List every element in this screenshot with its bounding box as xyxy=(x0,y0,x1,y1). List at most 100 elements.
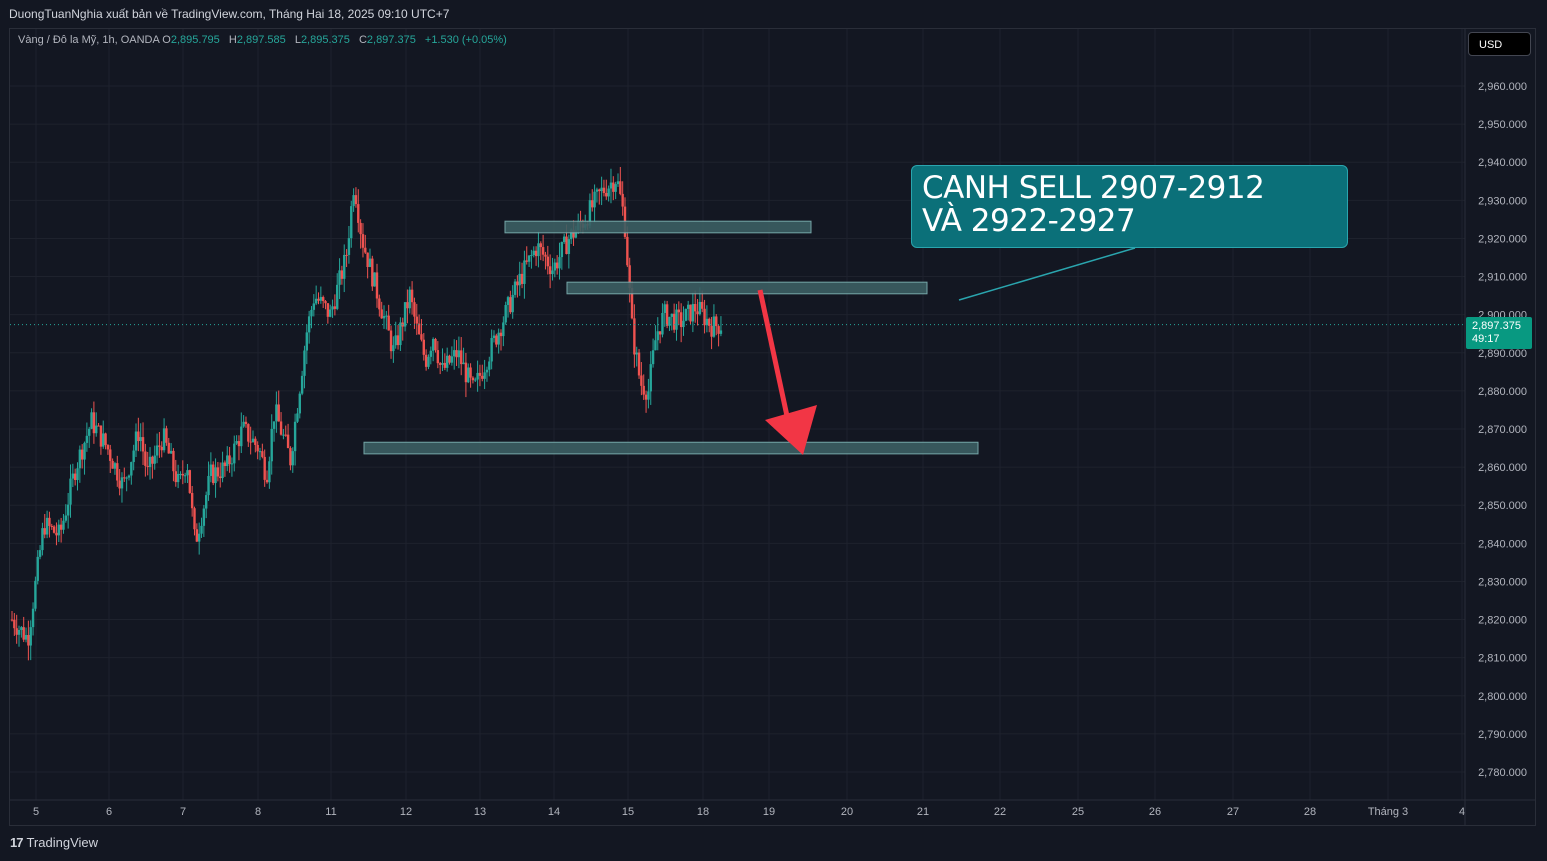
candle-body xyxy=(443,362,447,368)
candle-body xyxy=(340,270,344,279)
candle-body xyxy=(504,304,507,323)
y-tick-label: 2,910.000 xyxy=(1478,272,1527,284)
publisher-bar: DuongTuanNghia xuất bản về TradingView.c… xyxy=(0,0,1547,28)
y-tick-label: 2,810.000 xyxy=(1478,653,1527,665)
candle-body xyxy=(649,364,652,392)
y-tick-label: 2,800.000 xyxy=(1478,691,1527,703)
candle-body xyxy=(560,242,564,258)
candle-body xyxy=(628,265,631,288)
x-tick-label: 5 xyxy=(33,806,39,818)
change-value: +1.530 (+0.05%) xyxy=(424,34,507,46)
y-tick-label: 2,820.000 xyxy=(1478,615,1527,627)
candle-body xyxy=(431,338,435,351)
candle-body xyxy=(347,238,351,255)
currency-button[interactable]: USD xyxy=(1468,32,1531,56)
candle-body xyxy=(326,303,330,317)
x-tick-label: 18 xyxy=(697,806,709,818)
candle-body xyxy=(73,473,77,481)
y-tick-label: 2,870.000 xyxy=(1478,424,1527,436)
candle-body xyxy=(289,448,292,466)
candle-body xyxy=(567,239,571,255)
sell-callout[interactable]: CANH SELL 2907-2912 VÀ 2922-2927 xyxy=(911,165,1348,248)
candle-body xyxy=(62,520,65,530)
candle-body xyxy=(403,302,407,327)
candle-body xyxy=(499,332,503,337)
x-tick-label: 19 xyxy=(763,806,775,818)
candle-body xyxy=(92,412,96,434)
tradingview-brand[interactable]: ⁠17 TradingView xyxy=(10,835,98,850)
candle-body xyxy=(111,460,114,469)
candle-body xyxy=(50,525,53,527)
candle-body xyxy=(537,243,540,257)
candle-body xyxy=(710,325,713,337)
candle-body xyxy=(441,362,444,365)
x-tick-label: 11 xyxy=(325,806,336,818)
candle-body xyxy=(284,434,287,436)
candle-body xyxy=(333,306,337,309)
candle-body xyxy=(502,322,505,337)
candle-body xyxy=(389,330,393,352)
candle-body xyxy=(705,318,709,326)
y-tick-label: 2,960.000 xyxy=(1478,81,1527,93)
publisher-text: DuongTuanNghia xuất bản về TradingView.c… xyxy=(9,7,450,21)
candle-body xyxy=(406,302,409,309)
candle-body xyxy=(352,195,355,207)
candle-body xyxy=(366,252,369,267)
candle-body xyxy=(183,475,187,477)
candle-body xyxy=(530,255,533,257)
candle-body xyxy=(427,356,430,367)
candle-body xyxy=(509,297,512,313)
candle-body xyxy=(474,379,477,381)
candle-body xyxy=(434,338,437,351)
candle-body xyxy=(562,236,566,243)
candle-body xyxy=(296,413,299,422)
candle-body xyxy=(38,550,42,557)
x-tick-label: Tháng 3 xyxy=(1368,806,1408,818)
candle-body xyxy=(359,222,362,235)
candle-body xyxy=(481,375,484,379)
candle-body xyxy=(319,297,323,301)
candle-body xyxy=(219,476,222,479)
candle-body xyxy=(420,334,423,340)
brand-label: TradingView xyxy=(26,835,99,850)
candle-body xyxy=(438,363,442,365)
candle-body xyxy=(354,195,358,205)
candle-body xyxy=(80,449,84,460)
y-tick-label: 2,930.000 xyxy=(1478,195,1527,207)
candle-body xyxy=(97,425,100,427)
price-zone xyxy=(566,281,928,295)
candle-body xyxy=(118,480,121,489)
candle-body xyxy=(651,350,655,365)
candle-body xyxy=(230,463,234,465)
candle-body xyxy=(66,504,70,516)
candle-body xyxy=(602,187,606,194)
candle-body xyxy=(422,339,425,355)
candle-body xyxy=(270,428,273,462)
candle-body xyxy=(410,289,414,303)
candle-body xyxy=(436,350,440,364)
candle-body xyxy=(310,309,313,317)
close-value: 2,897.375 xyxy=(366,34,416,46)
candle-body xyxy=(36,556,39,581)
candle-body xyxy=(71,473,75,479)
callout-pointer xyxy=(958,247,1136,301)
candle-body xyxy=(78,449,82,469)
x-tick-label: 4 xyxy=(1459,806,1465,818)
candle-body xyxy=(22,627,25,640)
candle-body xyxy=(76,468,79,481)
candle-body xyxy=(48,517,51,526)
candle-body xyxy=(544,254,547,257)
candle-body xyxy=(612,182,615,192)
candle-body xyxy=(312,303,316,310)
candle-body xyxy=(172,450,175,472)
candle-body xyxy=(471,377,475,381)
candle-body xyxy=(413,302,416,317)
candle-body xyxy=(609,182,613,189)
candle-body xyxy=(160,446,163,451)
candle-body xyxy=(361,234,365,248)
candle-body xyxy=(495,335,498,345)
y-tick-label: 2,920.000 xyxy=(1478,233,1527,245)
candle-body xyxy=(708,318,711,326)
x-tick-label: 27 xyxy=(1227,806,1239,818)
